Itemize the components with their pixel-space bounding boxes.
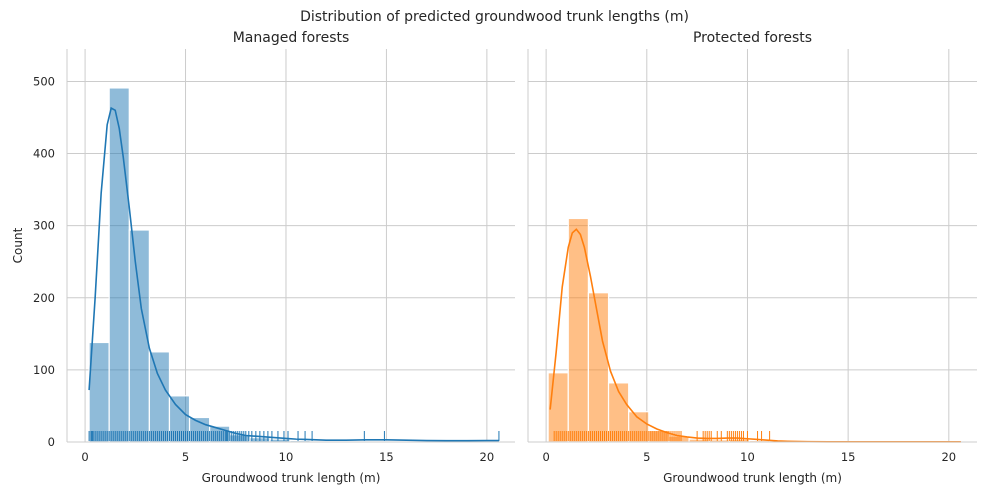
- kde-line: [88, 106, 499, 442]
- x-tick-label: 15: [379, 450, 394, 464]
- y-axis-label: Count: [11, 227, 25, 263]
- histogram-bar: [108, 87, 130, 443]
- x-axis-label: Groundwood trunk length (m): [663, 471, 842, 485]
- histogram-bar: [148, 351, 171, 443]
- x-tick-label: 0: [542, 450, 549, 464]
- histogram-bar: [88, 341, 110, 443]
- x-tick-label: 20: [941, 450, 956, 464]
- x-tick-label: 0: [81, 450, 88, 464]
- y-tick-label: 200: [33, 291, 55, 305]
- y-tick-label: 500: [33, 74, 55, 88]
- y-tick-label: 300: [33, 219, 55, 233]
- x-tick-label: 10: [740, 450, 755, 464]
- panel-title: Managed forests: [233, 30, 350, 46]
- x-tick-label: 20: [480, 450, 495, 464]
- x-tick-label: 5: [643, 450, 650, 464]
- y-tick-label: 0: [48, 435, 55, 449]
- x-axis-label: Groundwood trunk length (m): [202, 471, 381, 485]
- y-tick-label: 100: [33, 363, 55, 377]
- panel-2: 0 5 10 15 20 Protected forests Groundwood trun…: [527, 30, 977, 485]
- x-tick-label: 5: [182, 450, 189, 464]
- x-tick-label: 15: [841, 450, 856, 464]
- x-tick-label: 10: [279, 450, 294, 464]
- panel-title: Protected forests: [693, 30, 812, 46]
- y-tick-label: 400: [33, 147, 55, 161]
- chart-title: Distribution of predicted groundwood tru…: [300, 9, 689, 25]
